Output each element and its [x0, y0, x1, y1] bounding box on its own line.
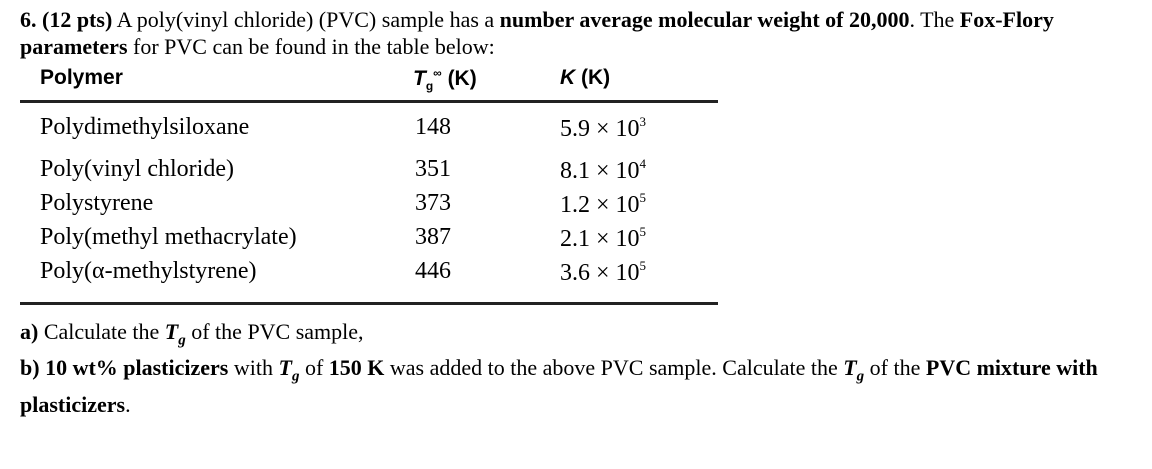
question-intro-3: for PVC can be found in the table below: — [127, 34, 495, 59]
cell-k: 2.1 × 105 — [560, 224, 647, 252]
question-bold-fox-flory: Fox-Flory parameters — [20, 7, 1054, 59]
table-top-rule — [20, 100, 718, 103]
question-intro-2: . The — [909, 7, 960, 32]
table-row: Polystyrene 373 1.2 × 105 — [20, 190, 720, 224]
table-bottom-rule — [20, 302, 718, 305]
cell-polymer: Poly(methyl methacrylate) — [40, 224, 297, 250]
question-points: (12 pts) — [42, 7, 113, 32]
question-bold-mw: number average molecular weight of 20,00… — [499, 7, 910, 32]
cell-k: 3.6 × 105 — [560, 258, 647, 286]
cell-polymer: Polystyrene — [40, 190, 154, 216]
fox-flory-table: Polymer Tg∞ (K) K (K) Polydimethylsiloxa… — [20, 62, 720, 312]
cell-tg: 387 — [415, 224, 451, 250]
question-parts: a) Calculate the Tg of the PVC sample, b… — [20, 318, 1130, 418]
table-row: Polydimethylsiloxane 148 5.9 × 103 — [20, 114, 720, 148]
header-tg: Tg∞ (K) — [413, 66, 477, 94]
header-k: K (K) — [560, 66, 611, 89]
cell-k: 5.9 × 103 — [560, 114, 647, 142]
cell-k: 8.1 × 104 — [560, 156, 647, 184]
cell-tg: 446 — [415, 258, 451, 284]
part-a: a) Calculate the Tg of the PVC sample, — [20, 319, 364, 349]
question-number: 6. — [20, 7, 37, 32]
header-polymer: Polymer — [40, 66, 123, 89]
cell-polymer: Poly(vinyl chloride) — [40, 156, 234, 182]
table-row: Poly(vinyl chloride) 351 8.1 × 104 — [20, 156, 720, 190]
table-row: Poly(methyl methacrylate) 387 2.1 × 105 — [20, 224, 720, 258]
question-intro-1: A poly(vinyl chloride) (PVC) sample has … — [112, 7, 500, 32]
table-row: Poly(α-methylstyrene) 446 3.6 × 105 — [20, 258, 720, 292]
cell-tg: 351 — [415, 156, 451, 182]
question-text: 6. (12 pts) A poly(vinyl chloride) (PVC)… — [20, 6, 1130, 60]
cell-tg: 148 — [415, 114, 451, 140]
cell-k: 1.2 × 105 — [560, 190, 647, 218]
cell-tg: 373 — [415, 190, 451, 216]
part-b: b) 10 wt% plasticizers with Tg of 150 K … — [20, 355, 1098, 417]
cell-polymer: Poly(α-methylstyrene) — [40, 258, 257, 284]
cell-polymer: Polydimethylsiloxane — [40, 114, 250, 140]
